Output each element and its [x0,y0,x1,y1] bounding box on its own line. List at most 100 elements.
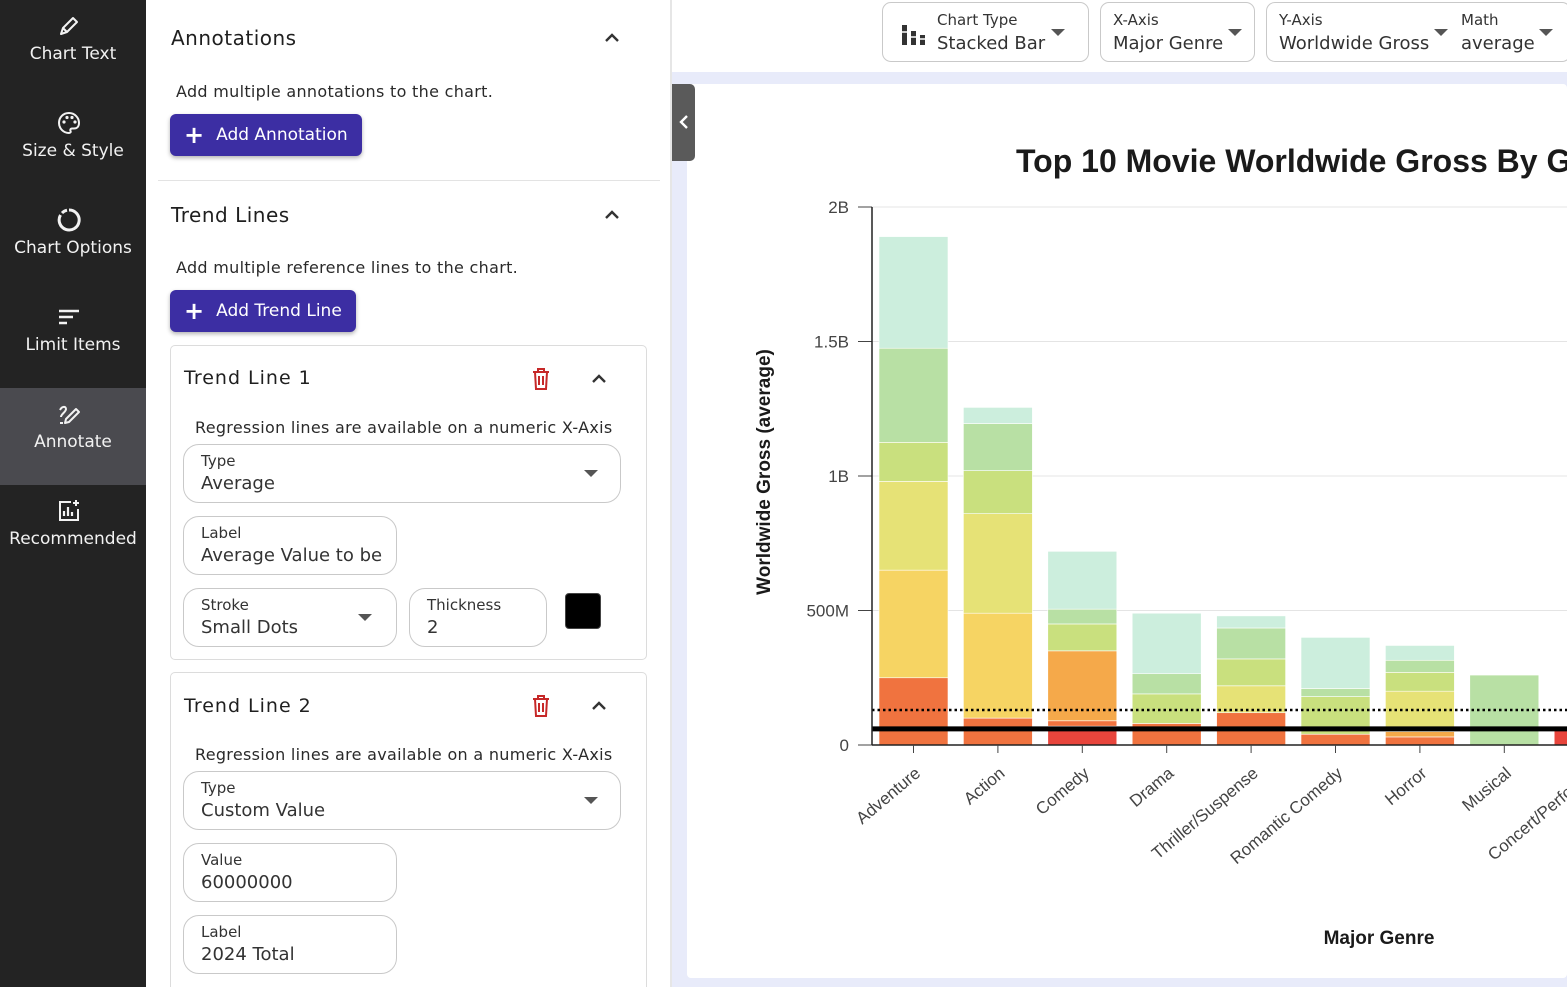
nav-label: Size & Style [22,141,124,161]
bar-segment[interactable] [1047,551,1118,610]
bar-segment[interactable] [878,569,949,679]
caret-down-icon [1539,29,1553,36]
panel-divider [670,0,672,987]
y-axis-label: Worldwide Gross (average) [754,349,775,595]
label-input[interactable]: Label Average Value to be [183,516,397,575]
x-tick-label: Adventure [852,764,924,828]
chart-card: 0 500M 1B 1.5B 2B Adventure Action Comedy Drama T… [687,84,1567,978]
chevron-up-icon[interactable] [602,28,622,48]
nav-label: Chart Options [14,238,132,258]
bar-segment[interactable] [1131,673,1202,695]
field-label: Type [201,779,236,797]
bar-segment[interactable] [1300,688,1371,697]
nav-item-limit-items[interactable]: Limit Items [0,291,146,388]
y-tick-label: 500M [806,602,849,621]
bar-segment[interactable] [1385,672,1455,692]
pencil-icon [60,17,78,35]
bar-segment[interactable] [1047,623,1118,652]
plus-icon: + [184,297,205,325]
bar-segment[interactable] [963,423,1033,471]
chart-type-dropdown[interactable]: Chart Type Stacked Bar [882,2,1089,62]
ring-icon [57,208,81,232]
bar-segment[interactable] [1216,685,1286,714]
field-label: Label [201,923,242,941]
field-value: Average [201,473,275,494]
nav-item-size-style[interactable]: Size & Style [0,97,146,194]
bar-segment[interactable] [1216,658,1286,687]
x-axis-label: Major Genre [1324,928,1435,949]
bar-segment[interactable] [1385,731,1455,738]
bar-segment[interactable] [1047,608,1118,625]
bar-segment[interactable] [1385,736,1455,746]
math-value: average [1461,33,1535,54]
trend-lines-title: Trend Lines [171,203,290,227]
nav-item-chart-text[interactable]: Chart Text [0,0,146,97]
bar-segment[interactable] [1131,612,1202,675]
bar-segment[interactable] [963,513,1033,614]
nav-item-chart-options[interactable]: Chart Options [0,194,146,291]
value-input[interactable]: Value 60000000 [183,843,397,902]
annotate-icon [59,405,80,424]
y-axis-dropdown[interactable]: Y-Axis Worldwide Gross Math average [1266,2,1567,62]
y-tick-label: 2B [828,198,849,217]
bar-segment[interactable] [1300,733,1371,746]
bar-segment[interactable] [963,717,1033,746]
bar-segment[interactable] [878,236,949,349]
type-select[interactable]: Type Custom Value [183,771,621,830]
chevron-left-icon [679,115,688,129]
add-trend-line-button[interactable]: + Add Trend Line [170,290,356,332]
field-label: Stroke [201,596,249,614]
chevron-up-icon[interactable] [602,205,622,225]
trash-icon[interactable] [530,694,552,718]
trend-line-title: Trend Line 2 [184,695,312,717]
stroke-select[interactable]: Stroke Small Dots [183,588,397,647]
type-select[interactable]: Type Average [183,444,621,503]
caret-down-icon [358,614,372,621]
label-input[interactable]: Label 2024 Total [183,915,397,974]
annotations-title: Annotations [171,26,297,50]
bar-segment[interactable] [1385,659,1455,673]
bar-segment[interactable] [963,407,1033,424]
field-label: Value [201,851,243,869]
nav-label: Recommended [9,529,137,549]
nav-label: Annotate [34,432,112,452]
bar-segment[interactable] [1216,627,1286,660]
bar-segment[interactable] [1300,637,1371,689]
dropdown-label: Y-Axis [1279,11,1323,29]
chart-plus-icon [59,500,79,521]
plus-icon: + [184,121,205,149]
bar-segment[interactable] [1131,693,1202,724]
bar-segment[interactable] [878,481,949,571]
collapse-panel-tab[interactable] [672,84,695,161]
trend-lines-description: Add multiple reference lines to the char… [176,258,519,277]
x-axis-dropdown[interactable]: X-Axis Major Genre [1100,2,1255,62]
add-annotation-button[interactable]: + Add Annotation [170,114,362,156]
dropdown-value: Major Genre [1113,33,1224,54]
field-value: Custom Value [201,800,326,821]
bar-segment[interactable] [1047,720,1118,727]
bar-segment[interactable] [1385,690,1455,732]
stacked-bar-icon [902,25,925,45]
y-tick-label: 0 [840,736,849,755]
dropdown-value: Worldwide Gross [1279,33,1430,54]
chevron-up-icon[interactable] [589,369,609,389]
add-annotation-label: Add Annotation [216,125,348,145]
section-divider [158,180,660,181]
chevron-up-icon[interactable] [589,696,609,716]
bar-segment[interactable] [878,347,949,443]
bar-segment[interactable] [963,612,1033,719]
annotations-description: Add multiple annotations to the chart. [176,82,494,101]
settings-panel: Annotations Add multiple annotations to … [146,0,670,987]
bar-segment[interactable] [878,677,949,746]
bar-segment[interactable] [1385,645,1455,661]
caret-down-icon [1228,29,1242,36]
bar-segment[interactable] [878,442,949,482]
field-value: 60000000 [201,872,293,893]
color-swatch[interactable] [565,593,601,629]
trash-icon[interactable] [530,367,552,391]
nav-item-annotate[interactable]: Annotate [0,388,146,485]
bar-segment[interactable] [963,470,1033,514]
thickness-input[interactable]: Thickness 2 [409,588,547,647]
nav-item-recommended[interactable]: Recommended [0,485,146,582]
bar-segment[interactable] [1216,615,1286,629]
